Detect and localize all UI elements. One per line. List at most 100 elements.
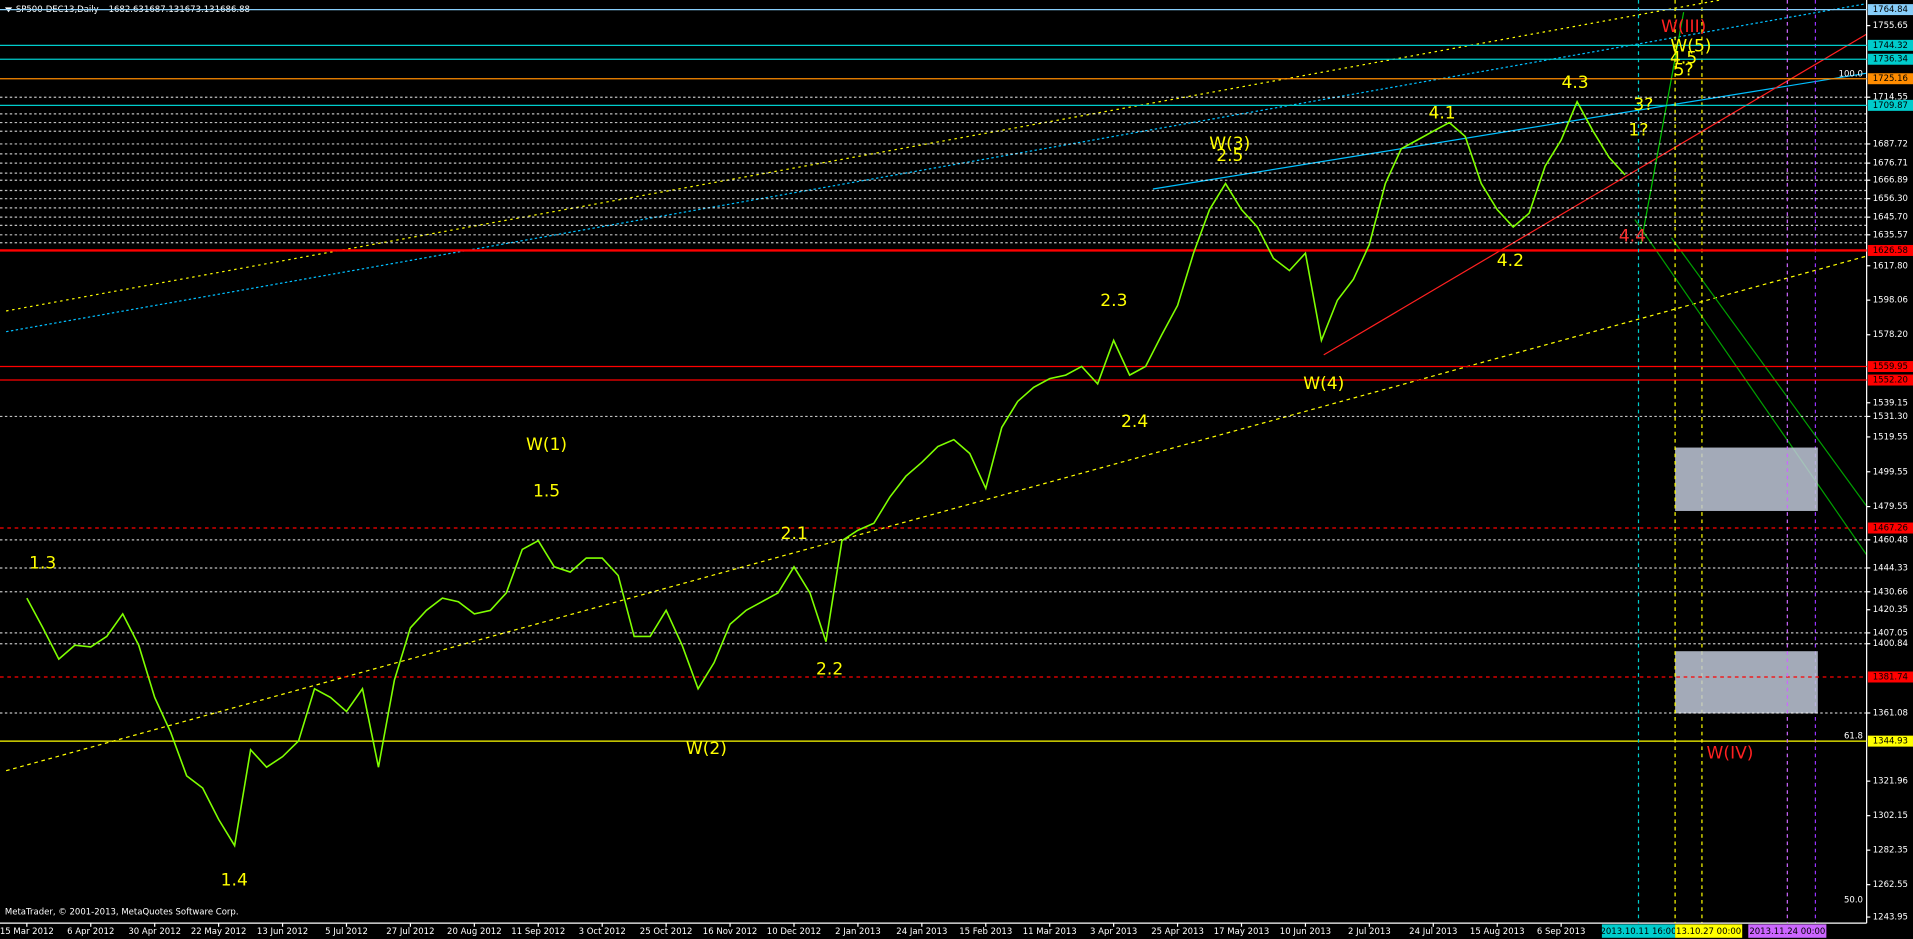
price-axis	[1866, 0, 1913, 924]
y-tick-label: 1755.65	[1873, 21, 1908, 31]
wave-label: 4.5	[1670, 49, 1697, 69]
level-label: 1736.34	[1873, 55, 1908, 65]
level-label: 1709.87	[1873, 101, 1908, 111]
y-tick-label: 1302.15	[1873, 811, 1908, 821]
copyright: MetaTrader, © 2001-2013, MetaQuotes Soft…	[5, 908, 239, 918]
wave-label: 2.4	[1121, 412, 1148, 432]
x-tick-label: 11 Sep 2012	[511, 927, 565, 937]
y-tick-label: 1361.08	[1873, 708, 1908, 718]
x-tick-label: 10 Jun 2013	[1280, 927, 1331, 937]
level-label-box	[1867, 671, 1913, 683]
x-tick-label: 24 Jan 2013	[896, 927, 947, 937]
x-tick-label: 3 Oct 2012	[579, 927, 626, 937]
y-tick-label: 1407.05	[1873, 628, 1908, 638]
x-tick-label: 5 Jul 2012	[325, 927, 368, 937]
x-tick-label: 24 Jul 2013	[1409, 927, 1457, 937]
level-label: 1764.84	[1873, 5, 1908, 15]
level-label: 1552.20	[1873, 376, 1908, 386]
level-label: 1725.16	[1873, 74, 1908, 84]
wave-label: 1.4	[221, 870, 248, 890]
y-tick-label: 1499.55	[1873, 467, 1908, 477]
wave-label: 1.3	[29, 553, 56, 573]
wave-label: 4.4	[1619, 227, 1646, 247]
time-label: 13.10.27 00:00	[1676, 927, 1741, 937]
y-tick-label: 1479.55	[1873, 502, 1908, 512]
y-tick-label: 1578.20	[1873, 330, 1908, 340]
wave-label: W(1)	[526, 435, 567, 455]
wave-label: 2.5	[1216, 146, 1243, 166]
y-tick-label: 1656.30	[1873, 194, 1908, 204]
time-label: 2013.11.24 00:00	[1749, 927, 1825, 937]
y-tick-label: 1666.89	[1873, 176, 1908, 186]
x-tick-label: 16 Nov 2012	[703, 927, 758, 937]
wave-label: W(IV)	[1707, 744, 1754, 764]
y-tick-label: 1243.95	[1873, 913, 1908, 923]
y-tick-label: 1617.80	[1873, 261, 1908, 271]
y-tick-label: 1714.55	[1873, 93, 1908, 103]
wave-label: 4.1	[1428, 103, 1455, 123]
level-label-box	[1867, 4, 1913, 16]
price-line	[26, 99, 1626, 848]
trend-line	[1640, 12, 1685, 245]
y-tick-label: 1430.66	[1873, 587, 1908, 597]
fib-label: 61.8	[1844, 732, 1863, 742]
close: 1686.88	[215, 5, 250, 15]
x-tick-label: 13 Jun 2012	[257, 927, 308, 937]
x-tick-label: 11 Mar 2013	[1023, 927, 1077, 937]
wave-label: W(3)	[1209, 134, 1250, 154]
high: 1687.13	[144, 5, 179, 15]
wave-label: 3?	[1633, 95, 1653, 115]
trend-line	[1323, 33, 1867, 356]
x-tick-label: 20 Aug 2012	[447, 927, 502, 937]
time-label-box	[1675, 924, 1743, 938]
wave-label: 4.3	[1561, 73, 1588, 93]
wave-label: W(4)	[1303, 374, 1344, 394]
x-tick-label: 15 Mar 2012	[0, 927, 54, 937]
wave-label: W(III)	[1661, 17, 1706, 37]
fib-label: 50.0	[1844, 895, 1863, 905]
y-tick-label: 1262.55	[1873, 880, 1908, 890]
x-tick-label: 22 May 2012	[191, 927, 247, 937]
y-tick-label: 1635.57	[1873, 230, 1908, 240]
symbol: SP500-DEC13,Daily	[16, 5, 99, 15]
target-zone	[1675, 651, 1818, 714]
time-label-box	[1601, 924, 1676, 938]
y-tick-label: 1645.70	[1873, 213, 1908, 223]
y-tick-label: 1282.35	[1873, 846, 1908, 856]
wave-label: 4.2	[1497, 251, 1524, 271]
y-tick-label: 1420.35	[1873, 605, 1908, 615]
drawings	[5, 0, 1868, 924]
low: 1673.13	[179, 5, 214, 15]
x-tick-label: 2 Jul 2013	[1348, 927, 1391, 937]
wave-label: 2.1	[781, 524, 808, 544]
level-label-box	[1867, 374, 1913, 386]
x-tick-label: 27 Jul 2012	[386, 927, 434, 937]
y-tick-label: 1539.15	[1873, 398, 1908, 408]
y-tick-label: 1519.55	[1873, 432, 1908, 442]
wave-label: W(2)	[686, 739, 727, 759]
x-tick-label: 15 Feb 2013	[959, 927, 1012, 937]
wave-label: 1?	[1629, 120, 1649, 140]
time-label-box	[1748, 924, 1827, 938]
level-label: 1381.74	[1873, 673, 1908, 683]
level-label-box	[1867, 53, 1913, 65]
x-tick-label: 6 Apr 2012	[67, 927, 114, 937]
y-tick-label: 1598.06	[1873, 296, 1908, 306]
level-label-box	[1867, 522, 1913, 534]
trend-line	[1670, 237, 1868, 507]
y-tick-label: 1531.30	[1873, 412, 1908, 422]
trend-line	[1634, 219, 1868, 556]
wave-label: 2.2	[816, 659, 843, 679]
x-tick-label: 15 Aug 2013	[1470, 927, 1525, 937]
target-zone	[1675, 447, 1818, 511]
x-tick-label: 10 Dec 2012	[767, 927, 821, 937]
x-tick-label: 25 Oct 2012	[640, 927, 693, 937]
y-tick-label: 1687.72	[1873, 139, 1908, 149]
level-label: 1626.58	[1873, 246, 1908, 256]
x-tick-label: 17 May 2013	[1214, 927, 1270, 937]
open: 1682.63	[109, 5, 144, 15]
x-tick-label: 2 Jan 2013	[835, 927, 881, 937]
wave-label: W(5)	[1670, 36, 1711, 56]
